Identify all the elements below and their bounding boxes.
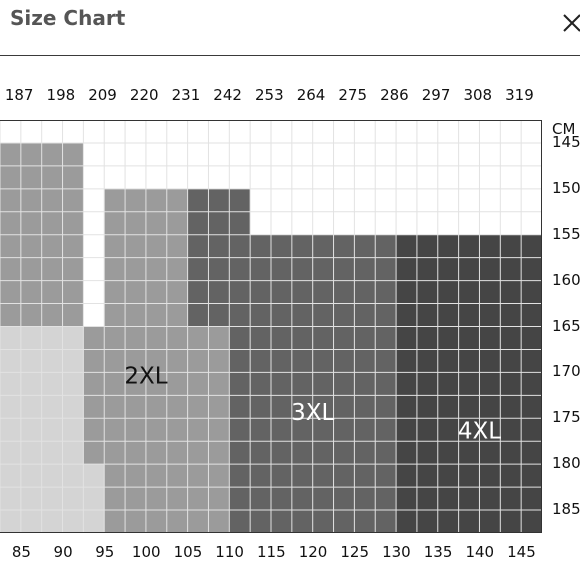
bottom-tick: 95 — [95, 543, 115, 561]
bottom-tick: 140 — [465, 543, 495, 561]
modal-title: Size Chart — [10, 6, 126, 30]
size-label-2xl: 2XL — [124, 363, 167, 389]
right-tick: 170 — [552, 362, 580, 381]
top-tick: 275 — [338, 86, 368, 104]
top-tick: 286 — [380, 86, 409, 104]
top-tick: 209 — [88, 86, 117, 104]
bottom-tick: 90 — [53, 543, 73, 561]
top-tick: 308 — [463, 86, 493, 104]
right-tick: 165 — [552, 316, 580, 335]
right-tick: 160 — [552, 270, 580, 289]
top-tick: 264 — [296, 86, 326, 104]
right-tick: 150 — [552, 178, 580, 197]
size-label-4xl: 4XL — [458, 419, 501, 445]
size-region-8 — [396, 234, 542, 533]
top-tick: 297 — [421, 86, 451, 104]
top-tick: 220 — [129, 86, 159, 104]
top-tick: 187 — [4, 86, 34, 104]
bottom-tick: 135 — [423, 543, 453, 561]
right-axis: CM 145 150 155 160 165 170 175 180 185 — [552, 0, 580, 580]
bottom-tick: 105 — [173, 543, 203, 561]
top-axis: 187 198 209 220 231 242 253 264 275 286 297 308 319 — [0, 86, 580, 110]
top-tick: 198 — [46, 86, 76, 104]
bottom-tick: 130 — [382, 543, 411, 561]
bottom-tick: 145 — [507, 543, 536, 561]
close-button[interactable] — [556, 6, 580, 36]
size-chart-grid: 2XL 3XL 4XL — [0, 120, 542, 533]
top-tick: 231 — [171, 86, 201, 104]
chart-area: 2XL 3XL 4XL — [0, 120, 542, 533]
top-tick: 253 — [255, 86, 284, 104]
right-tick: 185 — [552, 500, 580, 519]
size-label-3xl: 3XL — [291, 400, 334, 426]
modal-header: Size Chart — [0, 0, 580, 56]
bottom-tick: 125 — [340, 543, 370, 561]
right-tick: 155 — [552, 224, 580, 243]
right-tick: 145 — [552, 132, 580, 151]
chart-grid — [0, 120, 542, 533]
bottom-tick: 115 — [257, 543, 286, 561]
bottom-tick: 120 — [298, 543, 328, 561]
bottom-tick: 85 — [11, 543, 31, 561]
top-tick: 319 — [505, 86, 534, 104]
bottom-axis: 85 90 95 100 105 110 115 120 125 130 135 140 145 — [0, 543, 580, 567]
close-icon — [563, 14, 580, 32]
unit-label: CM — [552, 120, 576, 138]
top-tick: 242 — [213, 86, 242, 104]
bottom-tick: 110 — [215, 543, 244, 561]
size-region-1 — [83, 464, 105, 533]
bottom-tick: 100 — [131, 543, 161, 561]
right-tick: 180 — [552, 454, 580, 473]
right-tick: 175 — [552, 408, 580, 427]
